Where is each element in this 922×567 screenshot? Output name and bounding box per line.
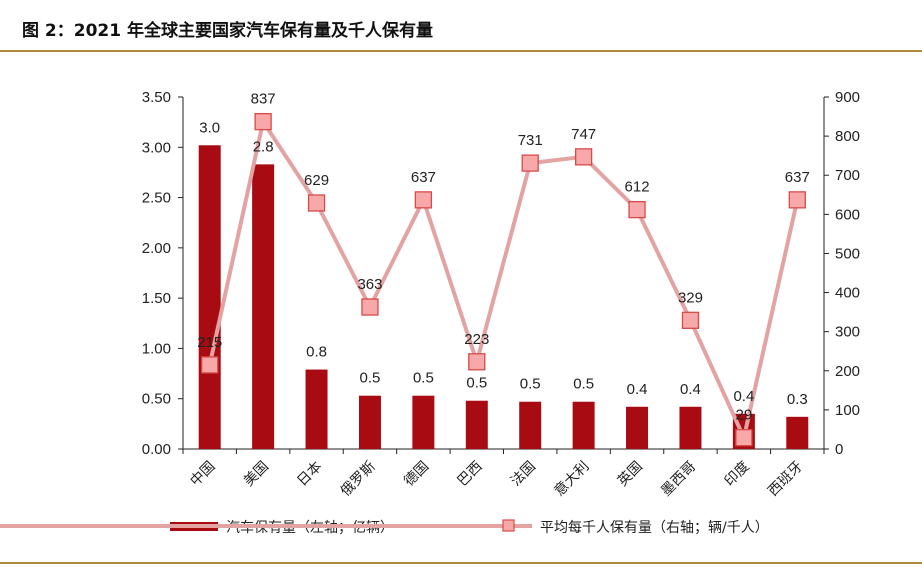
line-marker-美国 bbox=[254, 112, 272, 131]
bar-data-label: 0.8 bbox=[306, 344, 327, 361]
y-left-tick-label: 1.50 bbox=[142, 290, 171, 307]
line-data-label: 223 bbox=[464, 331, 489, 348]
bar-data-label: 0.3 bbox=[787, 391, 808, 408]
bar-巴西 bbox=[465, 400, 488, 449]
x-tick-label: 日本 bbox=[294, 459, 325, 490]
line-marker-西班牙 bbox=[788, 191, 806, 209]
y-right-tick-label: 900 bbox=[835, 89, 860, 106]
y-left-tick-label: 3.50 bbox=[142, 89, 171, 106]
bar-意大利 bbox=[572, 401, 595, 449]
bar-美国 bbox=[252, 164, 275, 449]
y-left-tick-label: 2.50 bbox=[142, 190, 171, 207]
x-tick-label: 英国 bbox=[614, 458, 646, 490]
line-data-label: 629 bbox=[304, 172, 329, 189]
y-right-tick-label: 800 bbox=[835, 128, 860, 145]
bar-data-label: 0.5 bbox=[413, 370, 434, 387]
bar-data-label: 0.5 bbox=[466, 375, 487, 392]
line-data-label: 837 bbox=[251, 91, 276, 108]
x-tick-label: 中国 bbox=[187, 459, 218, 490]
line-path bbox=[207, 119, 800, 440]
bar-德国 bbox=[412, 395, 435, 449]
bar-西班牙 bbox=[786, 416, 809, 449]
bar-data-label: 2.8 bbox=[253, 138, 274, 155]
line-data-label: 637 bbox=[785, 169, 810, 186]
bar-data-label: 0.4 bbox=[733, 388, 754, 405]
y-right-tick-label: 300 bbox=[835, 324, 860, 341]
bar-series bbox=[198, 145, 809, 449]
line-data-label: 363 bbox=[357, 276, 382, 293]
x-tick-label: 意大利 bbox=[551, 458, 593, 500]
legend-line-marker bbox=[502, 519, 515, 532]
y-left-tick-label: 0.50 bbox=[142, 391, 171, 408]
bottom-divider bbox=[0, 562, 922, 564]
y-left-tick-label: 1.00 bbox=[142, 340, 171, 357]
chart-title: 图 2：2021 年全球主要国家汽车保有量及千人保有量 bbox=[22, 21, 433, 41]
line-data-label: 29 bbox=[736, 407, 753, 424]
line-marker-俄罗斯 bbox=[361, 298, 379, 316]
legend: 汽车保有量（左轴；亿辆） 平均每千人保有量（右轴；辆/千人） bbox=[0, 519, 769, 536]
line-data-label: 731 bbox=[518, 132, 543, 149]
bar-data-label: 0.5 bbox=[573, 376, 594, 393]
y-left-tick-label: 0.00 bbox=[142, 441, 171, 458]
y-right-tick-label: 700 bbox=[835, 167, 860, 184]
x-tick-label: 法国 bbox=[508, 459, 539, 490]
line-marker-墨西哥 bbox=[681, 311, 700, 329]
bar-日本 bbox=[305, 369, 328, 449]
bar-data-label: 3.0 bbox=[199, 119, 220, 136]
line-data-label: 637 bbox=[411, 169, 436, 186]
y-right-tick-label: 0 bbox=[835, 441, 843, 458]
line-data-label: 329 bbox=[678, 289, 703, 306]
line-marker-英国 bbox=[628, 200, 646, 219]
bar-俄罗斯 bbox=[358, 395, 381, 449]
legend-line-label: 平均每千人保有量（右轴；辆/千人） bbox=[540, 520, 769, 536]
y-right-tick-label: 600 bbox=[835, 206, 860, 223]
bar-data-label: 0.5 bbox=[360, 370, 381, 387]
y-left-tick-label: 3.00 bbox=[142, 139, 171, 156]
line-marker-德国 bbox=[414, 191, 433, 209]
y-right-tick-label: 200 bbox=[835, 363, 860, 380]
top-divider bbox=[0, 50, 922, 52]
bar-data-label: 0.4 bbox=[680, 381, 701, 398]
line-marker-意大利 bbox=[574, 148, 593, 166]
bar-中国 bbox=[198, 145, 221, 449]
line-marker-巴西 bbox=[468, 353, 486, 371]
line-data-label: 747 bbox=[571, 126, 596, 143]
line-marker-日本 bbox=[307, 194, 326, 212]
y-right-tick-label: 100 bbox=[835, 402, 860, 419]
line-marker-中国 bbox=[201, 356, 219, 374]
x-tick-label: 印度 bbox=[722, 459, 753, 490]
bar-法国 bbox=[519, 401, 542, 449]
data-labels: 3.0 2.8 0.8 0.5 0.5 0.5 0.5 0.5 0.4 0.4 0.4 0.3 215 8… bbox=[197, 91, 810, 424]
x-tick-label: 巴西 bbox=[455, 459, 486, 490]
x-tick-label: 俄罗斯 bbox=[338, 459, 379, 500]
x-tick-label: 墨西哥 bbox=[658, 459, 699, 500]
line-series bbox=[201, 112, 806, 447]
y-left-tick-label: 2.00 bbox=[142, 240, 171, 257]
line-marker-印度 bbox=[735, 429, 753, 447]
y-right-tick-label: 500 bbox=[835, 245, 860, 262]
x-tick-label: 美国 bbox=[241, 459, 272, 490]
x-tick-label: 西班牙 bbox=[765, 459, 806, 500]
line-data-label: 612 bbox=[625, 179, 650, 196]
bar-英国 bbox=[626, 406, 649, 449]
bar-data-label: 0.4 bbox=[627, 381, 648, 398]
y-right-tick-label: 400 bbox=[835, 285, 860, 302]
bar-data-label: 0.5 bbox=[520, 376, 541, 393]
x-tick-label: 德国 bbox=[401, 459, 432, 490]
line-data-label: 215 bbox=[197, 334, 222, 351]
line-marker-法国 bbox=[521, 154, 539, 172]
bar-墨西哥 bbox=[679, 406, 702, 449]
